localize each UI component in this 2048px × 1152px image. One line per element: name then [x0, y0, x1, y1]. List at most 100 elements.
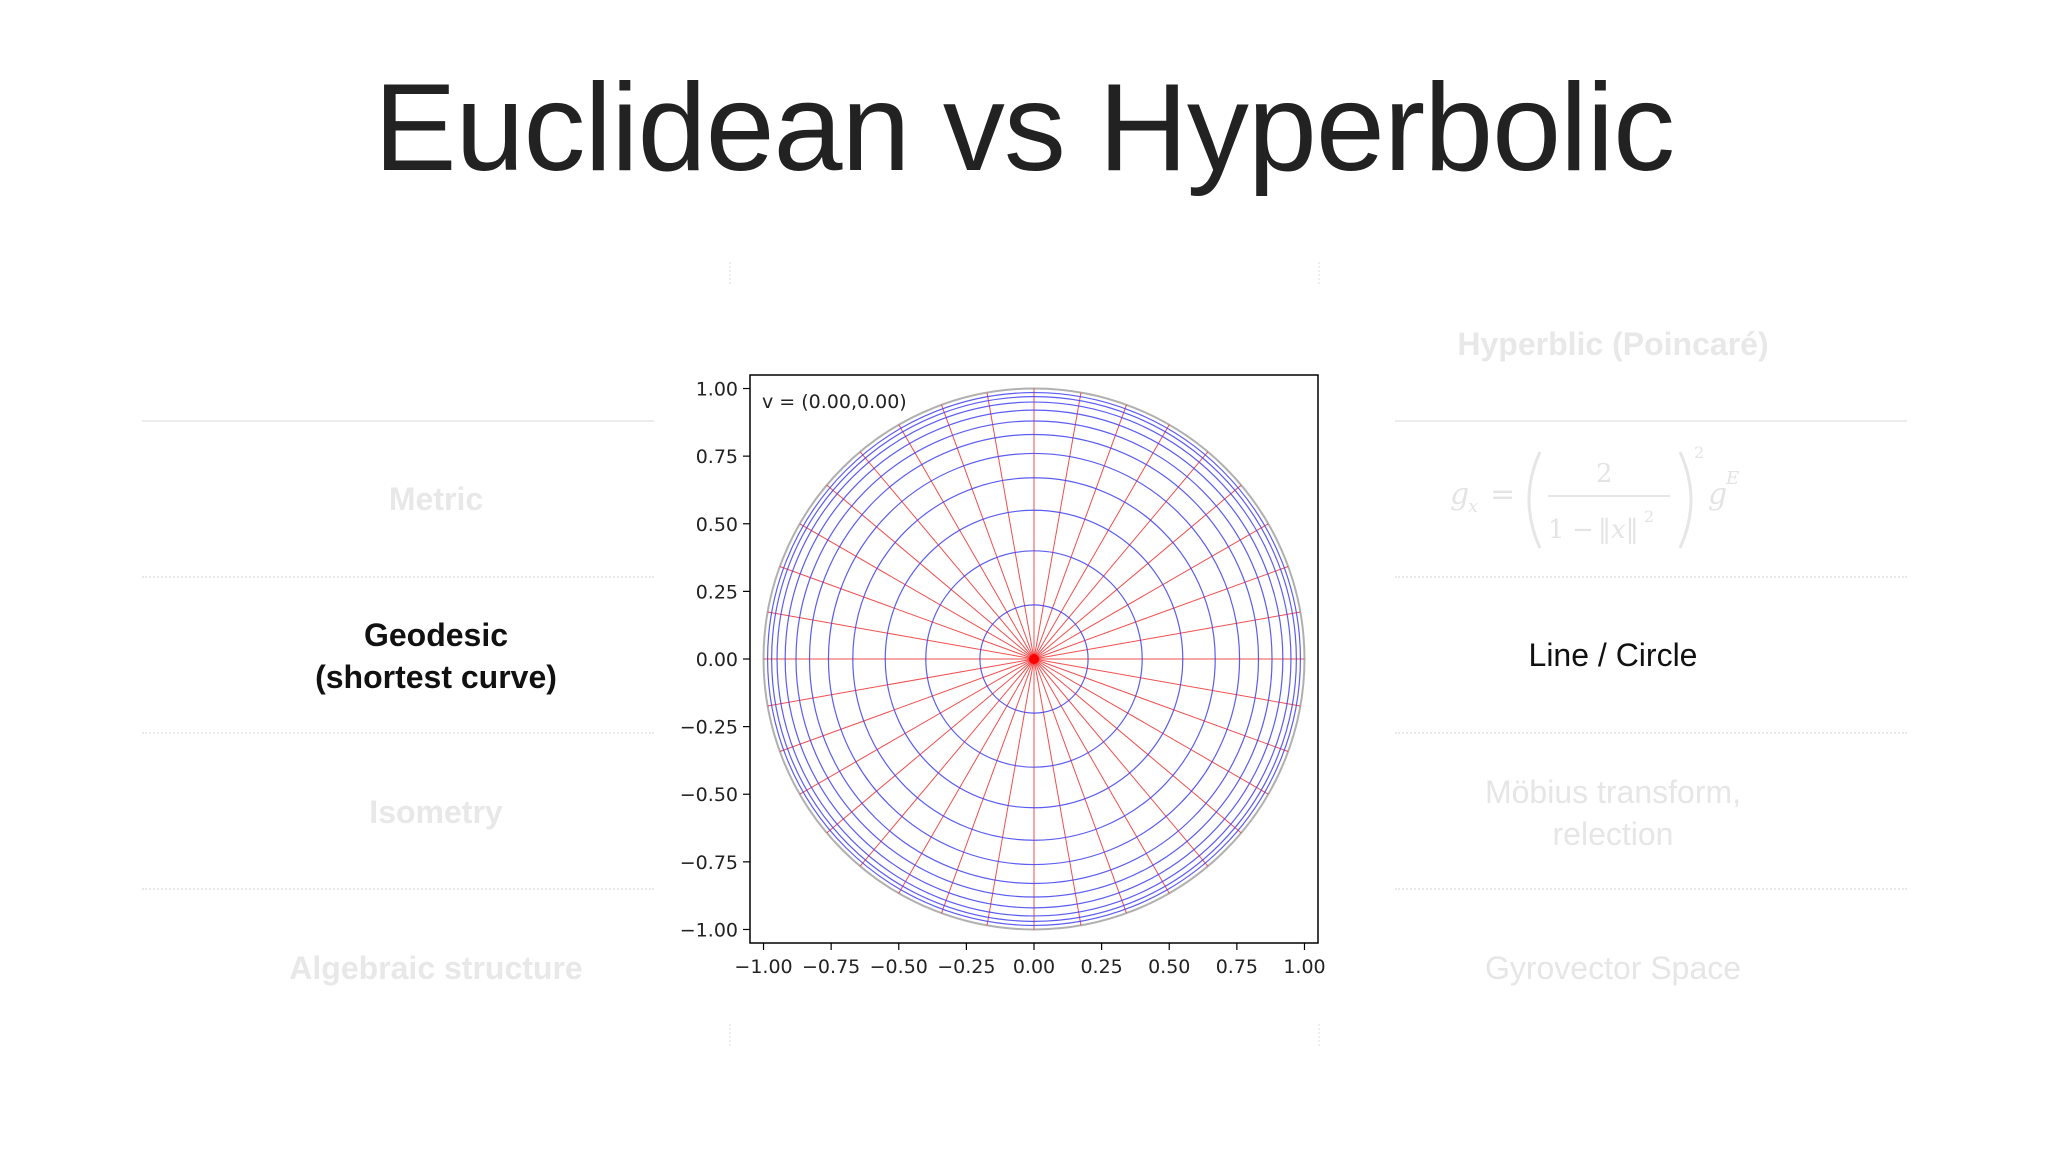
geodesic-ray [779, 658, 1035, 752]
geodesic-ray [1033, 404, 1127, 660]
x-tick-label: 0.00 [1013, 956, 1055, 978]
geodesic-ray [799, 523, 1035, 660]
geodesic-ray [1033, 658, 1289, 752]
geodesic-ray [859, 658, 1035, 867]
distance-circle [925, 550, 1143, 768]
row-geodesic-label-line1: Geodesic [363, 617, 509, 653]
geodesic-ray [1033, 658, 1242, 834]
x-tick-label: 1.00 [1283, 956, 1325, 978]
geodesic-ray [1033, 658, 1082, 926]
geodesic-ray [1033, 523, 1269, 660]
geodesic-ray [1033, 566, 1289, 660]
y-tick-label: −0.50 [680, 784, 738, 806]
distance-circle [852, 477, 1216, 841]
row-geodesic-label-line2: (shortest curve) [315, 659, 557, 695]
formula-equals: = [1490, 477, 1515, 512]
y-tick-label: 0.50 [696, 514, 738, 536]
distance-circle [784, 409, 1284, 909]
y-tick-label: 0.00 [696, 649, 738, 671]
row-algebraic-label: Algebraic structure [289, 950, 583, 986]
x-tick-label: −0.25 [937, 956, 995, 978]
row-geodesic-label: Geodesic (shortest curve) [142, 614, 730, 698]
geodesic-ray [1033, 392, 1082, 660]
geodesic-ray [799, 658, 1035, 795]
right-row-rule-3 [1395, 888, 1907, 890]
distance-circle [808, 433, 1260, 885]
geodesic-ray [767, 658, 1035, 707]
center-point [1029, 654, 1039, 664]
left-header-rule [142, 420, 654, 422]
geodesic-ray [859, 451, 1035, 660]
row-algebraic-hyperbolic: Gyrovector Space [1484, 950, 1742, 986]
geodesic-ray [1033, 658, 1301, 707]
left-row-rule-1 [142, 576, 654, 578]
distance-circle [795, 420, 1273, 898]
row-geodesic-hyperbolic: Line / Circle [1528, 637, 1698, 673]
right-header-rule [1395, 420, 1907, 422]
geodesic-ray [826, 658, 1035, 834]
row-metric-label: Metric [388, 481, 484, 517]
right-column-header: Hyperblic (Poincaré) [1457, 326, 1769, 362]
formula-rhs: g [1708, 477, 1727, 512]
formula-denominator-one: 1 [1548, 515, 1565, 545]
distance-circle [979, 604, 1089, 714]
right-row-rule-1 [1395, 576, 1907, 578]
plot-annotation: v = (0.00,0.00) [762, 391, 907, 413]
geodesic-ray [1033, 611, 1301, 660]
geodesic-ray [767, 611, 1035, 660]
geodesic-ray [826, 484, 1035, 660]
column-divider-right-bottom [1318, 1024, 1320, 1046]
column-divider-left-bottom [729, 1024, 731, 1046]
row-isometry-hyperbolic-line1: Möbius transform, [1484, 774, 1742, 810]
poincare-metric-formula: g x = 2 1 − ‖x‖ 2 2 g E [1450, 443, 1739, 549]
formula-lhs-sub: x [1468, 496, 1478, 517]
geodesic-ray [941, 658, 1035, 914]
x-tick-label: 0.75 [1216, 956, 1258, 978]
column-divider-left-top [729, 262, 731, 284]
geodesic-ray [1033, 451, 1209, 660]
formula-outer-square: 2 [1694, 443, 1704, 462]
distance-circle [884, 509, 1184, 809]
formula-left-paren [1527, 451, 1542, 549]
formula-rhs-sup: E [1725, 468, 1739, 489]
geodesic-ray [1033, 658, 1209, 867]
geodesic-ray [779, 566, 1035, 660]
row-isometry-hyperbolic-line2: relection [1552, 816, 1674, 852]
x-tick-label: −0.75 [802, 956, 860, 978]
column-divider-right-top [1318, 262, 1320, 284]
y-tick-label: −1.00 [680, 919, 738, 941]
slide-title: Euclidean vs Hyperbolic [373, 59, 1675, 197]
formula-denominator-square: 2 [1644, 507, 1654, 526]
formula-right-paren [1678, 451, 1693, 549]
x-tick-label: −1.00 [734, 956, 792, 978]
y-tick-label: 0.25 [696, 581, 738, 603]
geodesic-ray [1033, 424, 1170, 660]
geodesic-ray [986, 392, 1035, 660]
x-tick-label: 0.25 [1080, 956, 1122, 978]
geodesic-ray [898, 424, 1035, 660]
y-tick-label: 0.75 [696, 446, 738, 468]
distance-circle [766, 391, 1302, 927]
left-row-rule-3 [142, 888, 654, 890]
geodesic-ray [1033, 484, 1242, 660]
right-row-rule-2 [1395, 732, 1907, 734]
distance-circle [771, 396, 1297, 922]
formula-numerator: 2 [1596, 459, 1613, 489]
distance-circle [776, 401, 1292, 917]
geodesic-ray [1033, 658, 1170, 894]
x-tick-label: −0.50 [870, 956, 928, 978]
row-isometry-hyperbolic: Möbius transform, relection [1395, 771, 1831, 855]
x-tick-label: 0.50 [1148, 956, 1190, 978]
geodesic-ray [1033, 658, 1269, 795]
y-tick-label: −0.75 [680, 852, 738, 874]
poincare-disk-plot: v = (0.00,0.00) −1.00 −0.75 −0.50 −0.25 0.00… [680, 374, 1326, 978]
geodesic-ray [941, 404, 1035, 660]
formula-lhs: g [1450, 477, 1469, 512]
formula-denominator-minus: − [1572, 515, 1594, 545]
formula-denominator-norm: ‖x‖ [1598, 515, 1639, 545]
geodesic-ray [898, 658, 1035, 894]
y-tick-label: −0.25 [680, 717, 738, 739]
distance-circle [827, 452, 1241, 866]
row-isometry-label: Isometry [369, 794, 503, 830]
geodesic-ray [986, 658, 1035, 926]
